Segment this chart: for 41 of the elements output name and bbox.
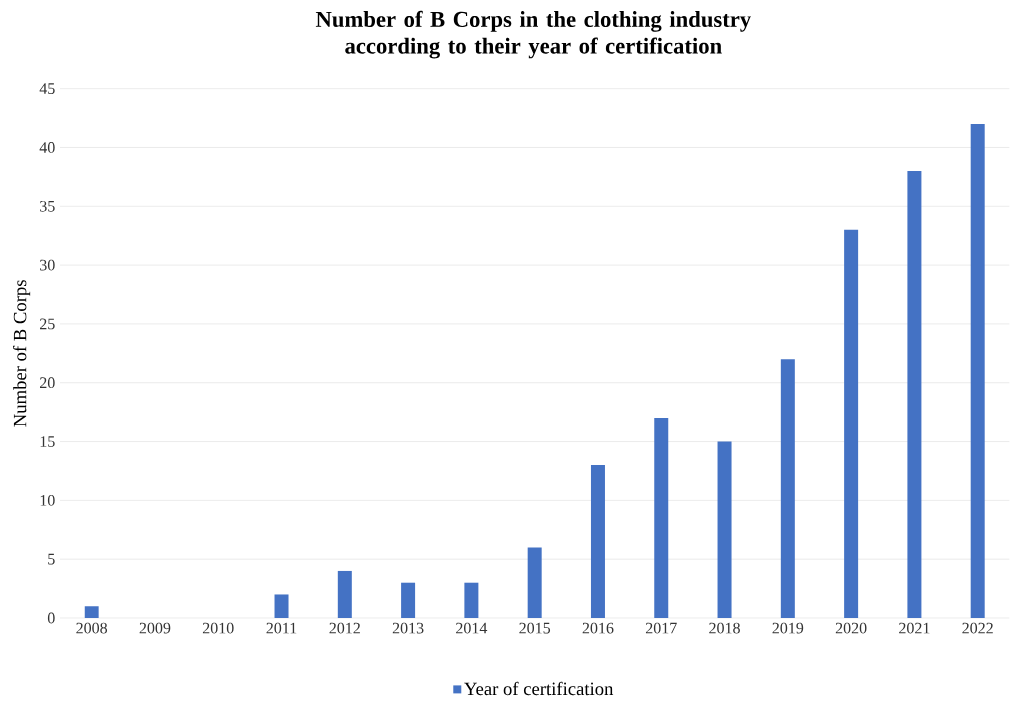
bar (844, 229, 859, 618)
bar (401, 582, 416, 618)
y-tick-label: 10 (40, 494, 55, 506)
y-tick-label: 45 (39, 83, 55, 94)
x-tick-label: 2016 (582, 622, 614, 634)
x-tick-label: 2022 (962, 622, 993, 634)
y-tick-label: 5 (48, 553, 55, 565)
y-tick-label: 20 (40, 377, 55, 388)
y-tick-label: 40 (39, 141, 55, 153)
bar (527, 547, 542, 618)
chart-title: Number of B Corps in the clothing industry according to their year of certification (315, 10, 751, 59)
x-tick-label: 2020 (835, 622, 867, 634)
y-tick-label: 30 (40, 259, 55, 271)
x-tick-label: 2012 (329, 622, 360, 634)
x-tick-label: 2019 (772, 622, 804, 634)
bar (654, 417, 669, 618)
x-tick-label: 2021 (899, 622, 930, 634)
x-tick-label: 2009 (139, 622, 171, 634)
y-axis-title: Number of B Corps (13, 280, 31, 427)
x-tick-label: 2014 (456, 622, 488, 634)
bar (337, 570, 352, 618)
x-tick-label: 2018 (709, 622, 740, 634)
x-tick-label: 2015 (519, 622, 551, 634)
legend-label: Year of certification (464, 681, 614, 696)
bar (464, 582, 479, 618)
bar (84, 606, 99, 618)
x-tick-label: 2008 (76, 622, 108, 634)
bar (274, 594, 289, 618)
x-tick-label: 2017 (645, 622, 677, 634)
bar (717, 441, 732, 618)
y-tick-label: 15 (40, 436, 55, 447)
bar (590, 464, 605, 618)
y-tick-label: 35 (40, 200, 55, 212)
x-tick-label: 2010 (202, 622, 234, 634)
y-tick-label: 25 (40, 318, 55, 330)
x-tick-label: 2011 (266, 622, 297, 634)
bar (780, 359, 795, 618)
y-tick-label: 0 (47, 612, 55, 624)
bar (970, 123, 985, 618)
x-tick-label: 2013 (392, 622, 424, 634)
bar (907, 170, 922, 618)
